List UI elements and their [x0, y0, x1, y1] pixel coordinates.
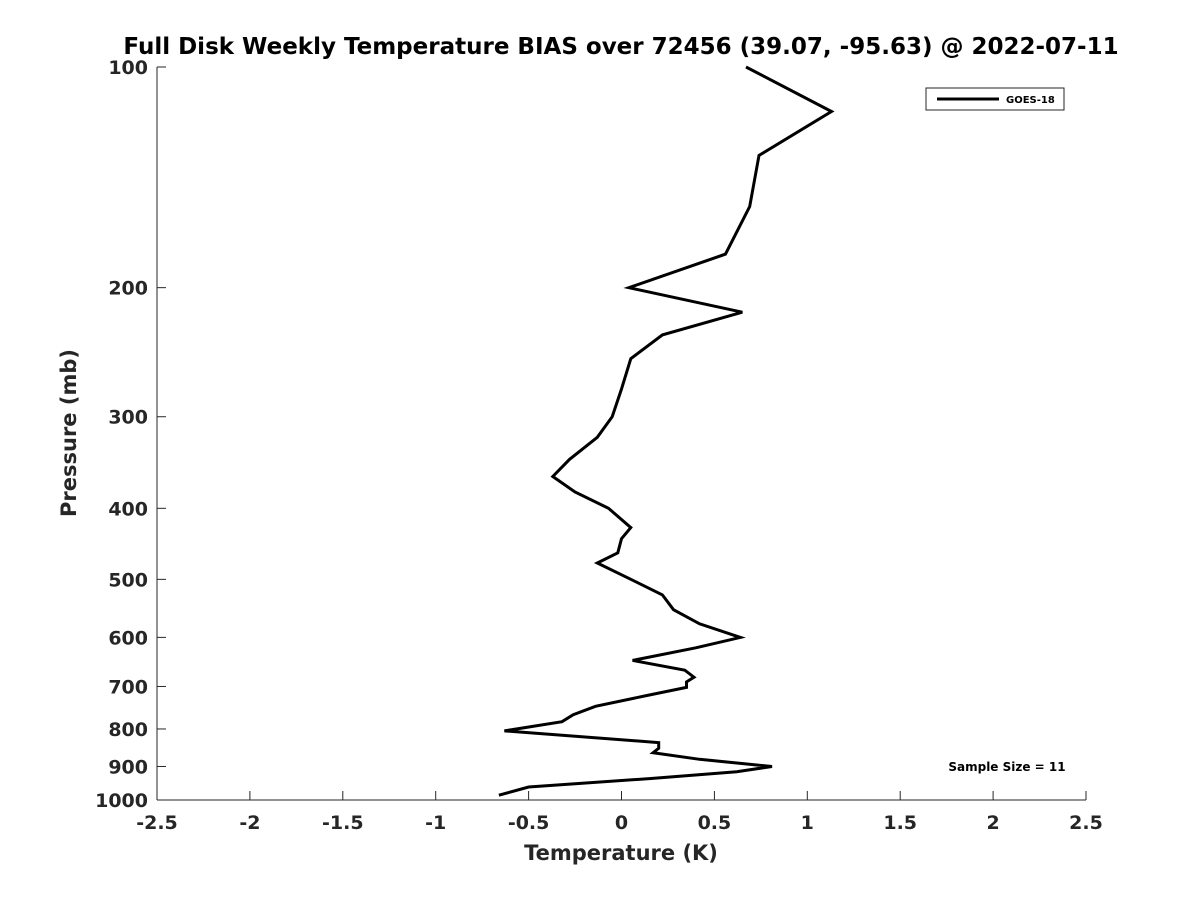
x-tick-label: 0.5 — [698, 812, 732, 834]
y-tick-label: 800 — [108, 719, 148, 741]
legend-entry-goes-18: GOES-18 — [1006, 95, 1055, 106]
y-tick-label: 100 — [108, 57, 148, 79]
x-tick-label: -1 — [425, 812, 446, 834]
x-tick-label: -2.5 — [136, 812, 178, 834]
y-tick-label: 1000 — [95, 790, 148, 812]
legend: GOES-18 — [925, 87, 1065, 111]
x-tick-label: 0 — [615, 812, 628, 834]
x-tick-label: -0.5 — [508, 812, 550, 834]
plot-area: -2.5 -2 -1.5 -1 -0.5 0 0.5 1 1.5 2 2.5 100 200 300 40… — [95, 57, 1103, 834]
x-tick-label: 2.5 — [1069, 812, 1103, 834]
y-tick-label: 400 — [108, 498, 148, 520]
chart-title: Full Disk Weekly Temperature BIAS over 7… — [123, 34, 1118, 60]
y-tick-label: 700 — [108, 676, 148, 698]
x-axis-label: Temperature (K) — [524, 841, 718, 865]
y-tick-label: 900 — [108, 756, 148, 778]
y-tick-label: 200 — [108, 278, 148, 300]
series-line-goes-18 — [498, 65, 835, 797]
y-tick-label: 600 — [108, 627, 148, 649]
y-ticks: 100 200 300 400 500 600 700 800 900 1000 — [95, 57, 166, 812]
x-tick-label: 1.5 — [883, 812, 917, 834]
y-axis-label: Pressure (mb) — [57, 349, 81, 517]
sample-size-annotation: Sample Size = 11 — [948, 760, 1065, 774]
x-tick-label: -1.5 — [322, 812, 364, 834]
x-tick-label: 2 — [986, 812, 999, 834]
x-tick-label: 1 — [801, 812, 814, 834]
y-tick-label: 500 — [108, 569, 148, 591]
x-tick-label: -2 — [239, 812, 260, 834]
y-tick-label: 300 — [108, 407, 148, 429]
x-ticks: -2.5 -2 -1.5 -1 -0.5 0 0.5 1 1.5 2 2.5 — [136, 791, 1103, 834]
